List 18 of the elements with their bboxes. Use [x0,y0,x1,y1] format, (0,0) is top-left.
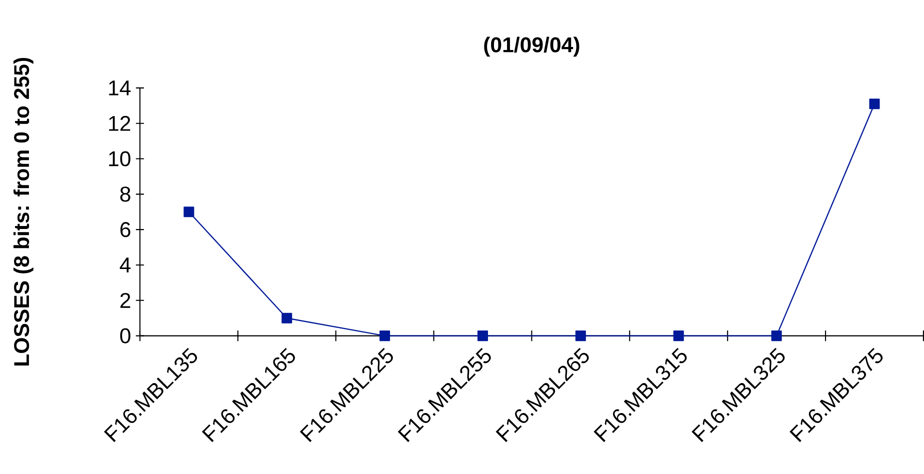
y-tick-label: 12 [109,116,130,131]
y-tick-label: 6 [120,222,130,237]
y-tick-label: 4 [120,257,131,272]
y-tick-label: 8 [120,186,130,202]
y-tick-label: 2 [120,292,130,308]
point [673,330,684,341]
y-tick-label: 10 [109,151,130,166]
point [869,98,880,109]
point [771,330,782,341]
y-axis-title: LOSSES (8 bits: from 0 to 255) [13,58,34,366]
point [380,330,390,341]
point [282,312,292,324]
chart-title: (01/09/04) [484,36,580,56]
y-tick-label: 14 [109,80,131,96]
point [477,330,488,341]
y-tick-label: 0 [120,328,130,344]
point [184,206,194,217]
point [575,330,586,341]
